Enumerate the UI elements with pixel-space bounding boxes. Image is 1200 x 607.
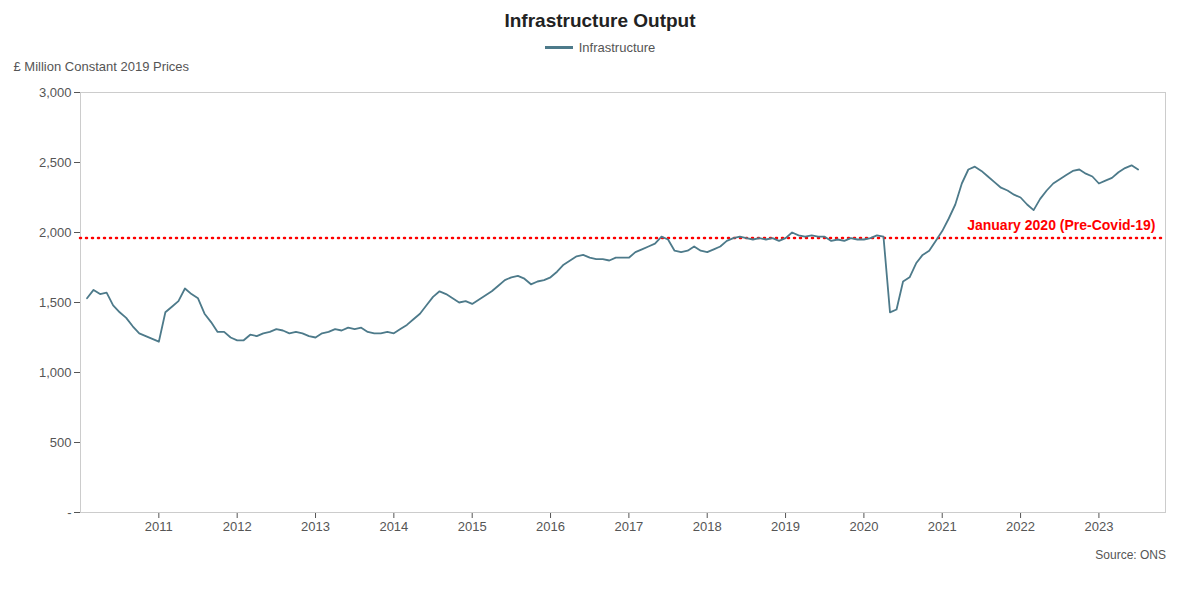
svg-text:2016: 2016 — [536, 519, 565, 534]
svg-text:1,000: 1,000 — [39, 365, 72, 380]
svg-text:500: 500 — [50, 435, 72, 450]
svg-text:January 2020 (Pre-Covid-19): January 2020 (Pre-Covid-19) — [967, 217, 1155, 233]
svg-text:2014: 2014 — [379, 519, 408, 534]
svg-text:2015: 2015 — [458, 519, 487, 534]
svg-text:1,500: 1,500 — [39, 295, 72, 310]
svg-text:2018: 2018 — [693, 519, 722, 534]
svg-text:2017: 2017 — [614, 519, 643, 534]
svg-text:2019: 2019 — [771, 519, 800, 534]
html-text:Source: ONS: Source: ONS — [1095, 548, 1166, 562]
svg-text:2022: 2022 — [1006, 519, 1035, 534]
svg-text:-: - — [67, 505, 71, 520]
html-text:Infrastructure Output: Infrastructure Output — [504, 10, 696, 31]
svg-text:3,000: 3,000 — [39, 85, 72, 100]
svg-text:2012: 2012 — [223, 519, 252, 534]
svg-text:2013: 2013 — [301, 519, 330, 534]
svg-text:2023: 2023 — [1084, 519, 1113, 534]
html-text:Infrastructure: Infrastructure — [578, 39, 656, 55]
svg-text:2020: 2020 — [849, 519, 878, 534]
svg-text:2,000: 2,000 — [39, 225, 72, 240]
svg-text:2011: 2011 — [145, 519, 173, 534]
svg-text:2021: 2021 — [928, 519, 957, 534]
svg-text:2,500: 2,500 — [39, 155, 72, 170]
svg-text:£ Million Constant 2019 Prices: £ Million Constant 2019 Prices — [14, 59, 190, 74]
